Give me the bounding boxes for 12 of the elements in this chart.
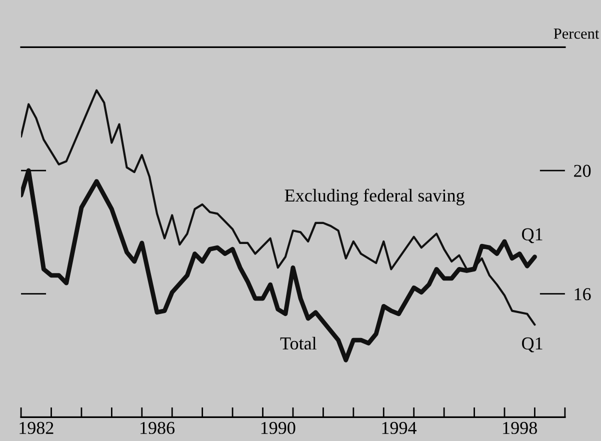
x-tick-label: 1998: [503, 422, 537, 434]
y-tick-label: 20: [574, 164, 591, 177]
series-label: Total: [280, 336, 316, 350]
annotation: Q1: [522, 337, 542, 352]
y-tick-label: 16: [574, 288, 591, 300]
x-tick-label: 1982: [20, 422, 54, 434]
x-tick-label: 1990: [261, 422, 296, 434]
x-tick-label: 1994: [382, 422, 417, 434]
series-label: Excluding federal saving: [284, 188, 464, 206]
y-axis-title: Percent: [554, 28, 600, 39]
x-tick-label: 1986: [140, 422, 175, 434]
annotation: Q1: [522, 228, 542, 244]
